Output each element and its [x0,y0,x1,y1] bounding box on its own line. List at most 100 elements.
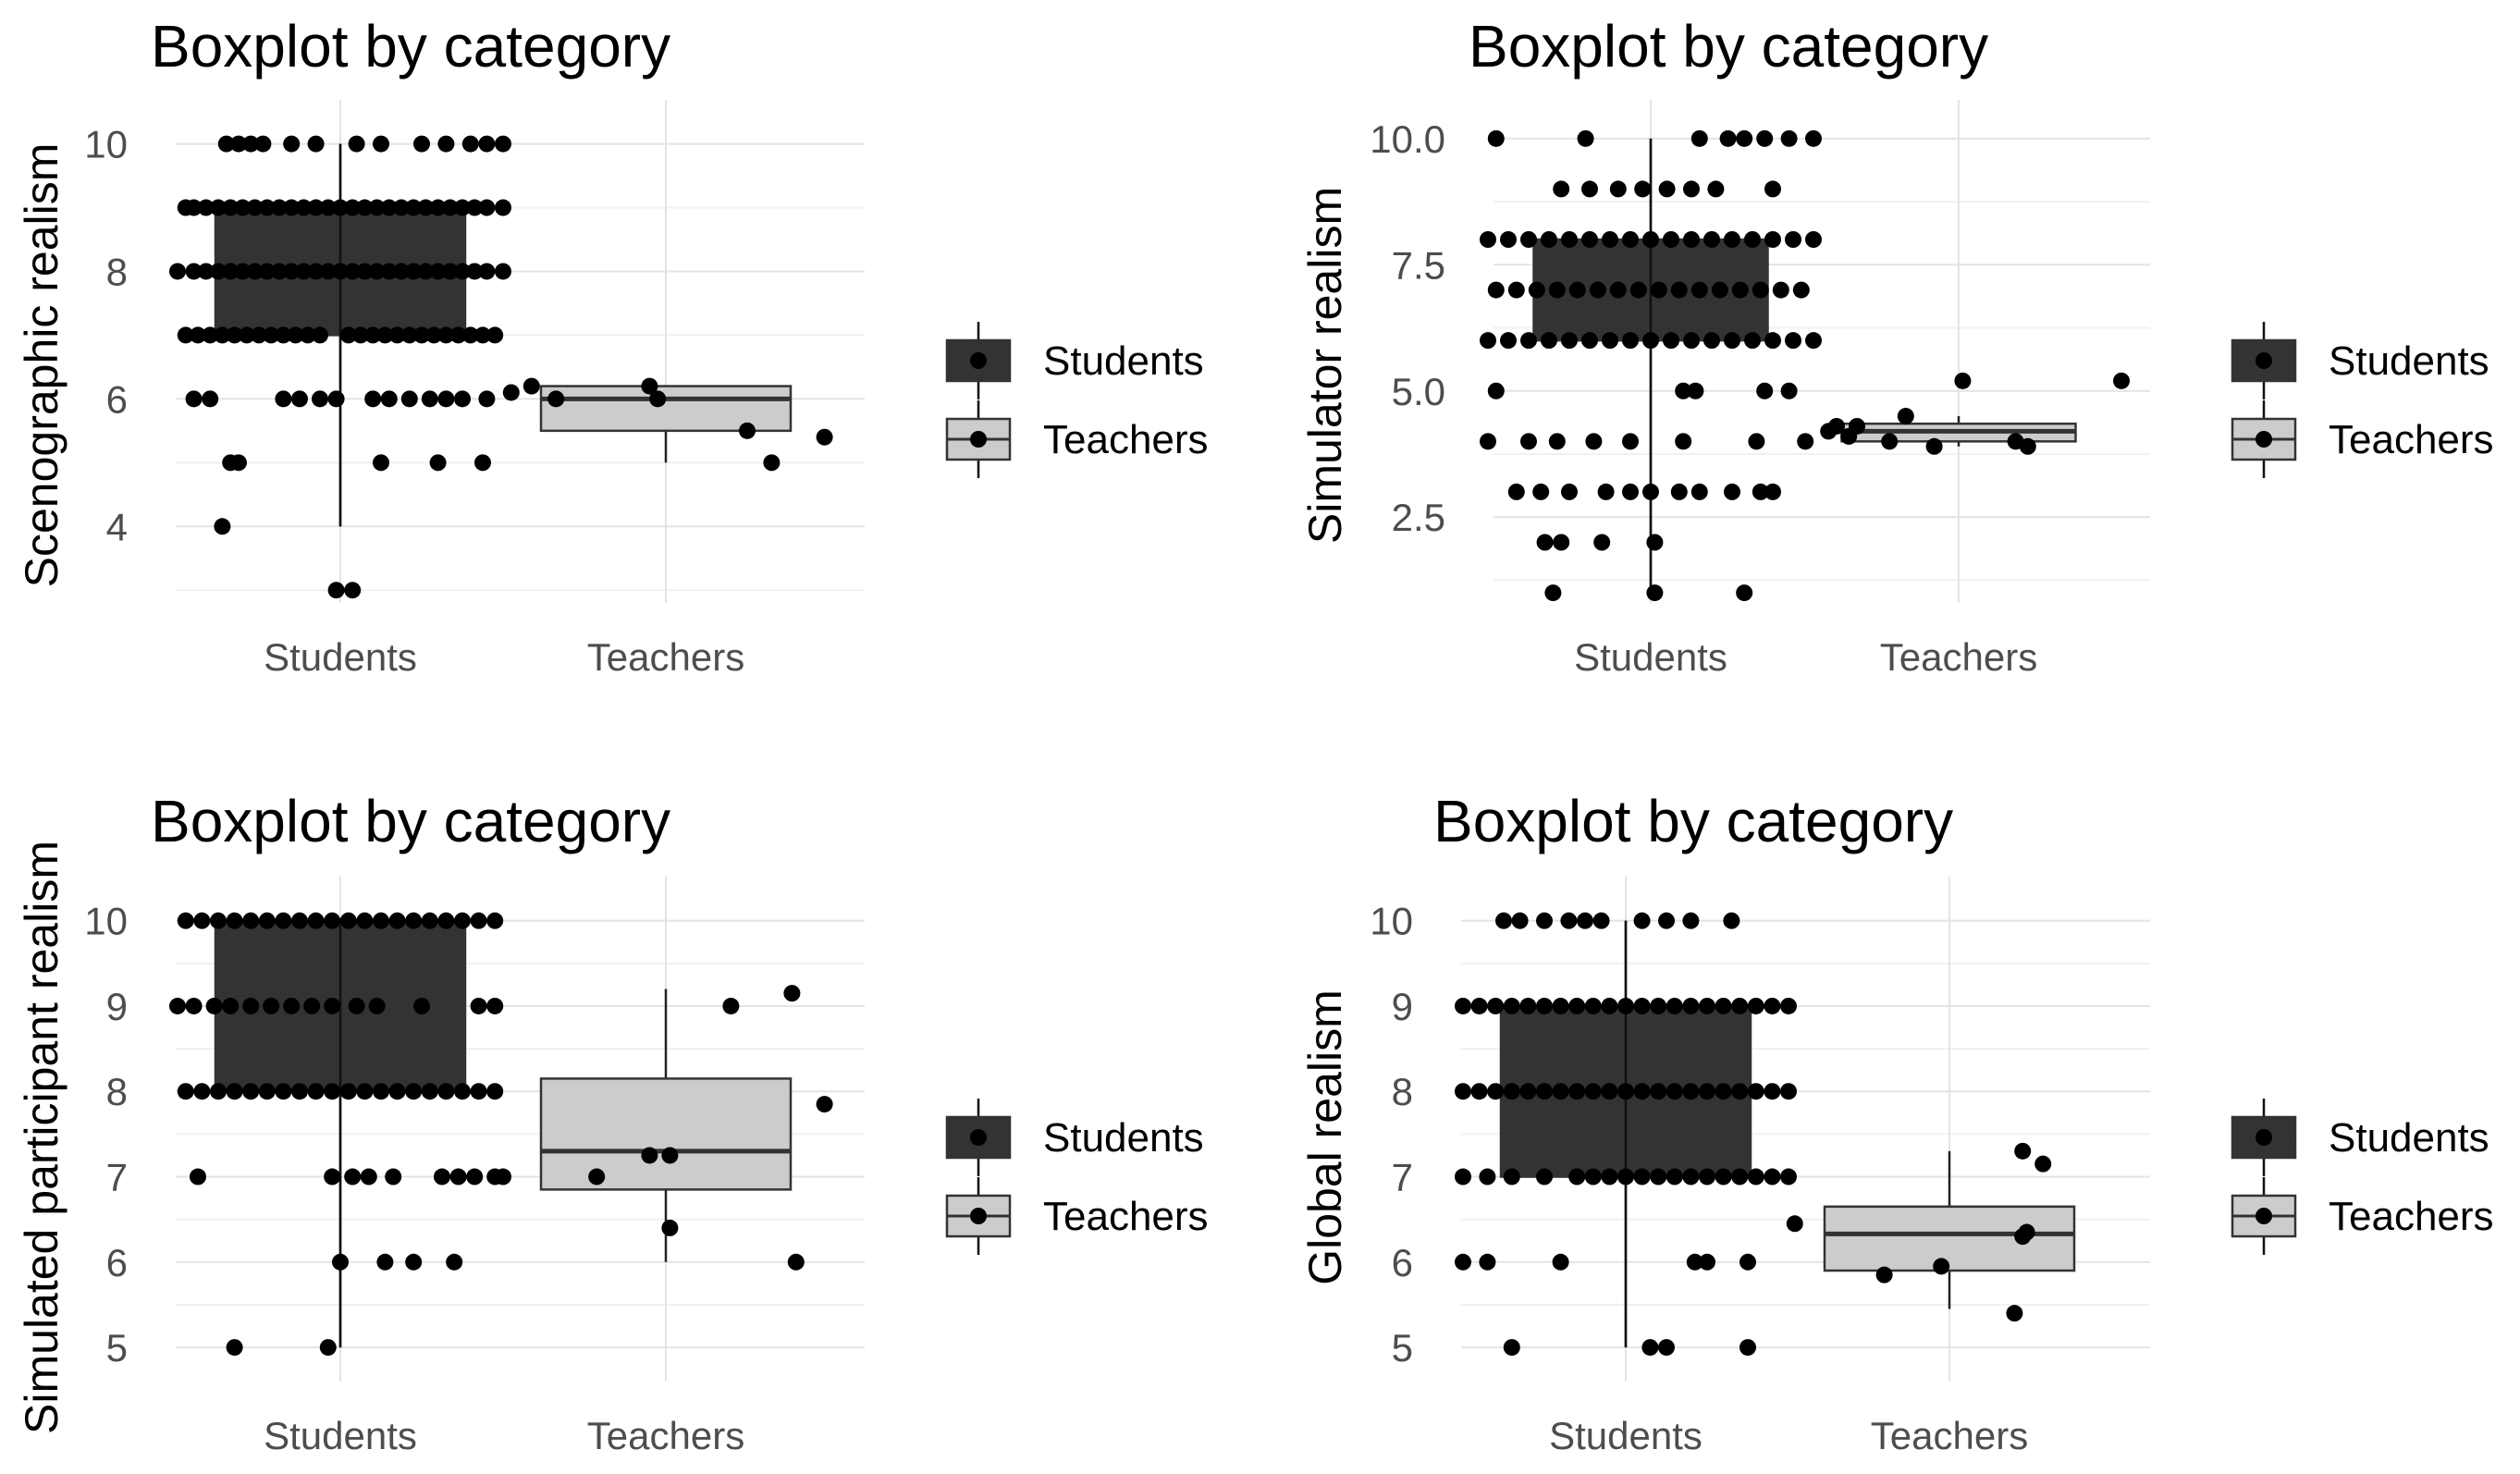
panel-2-data-point-teachers [1954,372,1972,389]
panel-2-data-point-students [1752,281,1769,299]
panel-3-box-teachers [539,1077,793,1191]
panel-1-data-point-students [254,135,272,153]
panel-1-data-point-students [405,199,423,216]
panel-1-data-point-students [454,263,471,280]
panel-1-data-point-students [332,199,349,216]
panel-1-data-point-students [344,263,362,280]
panel-2-ytick-label: 7.5 [1392,243,1445,287]
panel-4-data-point-students [1479,1168,1496,1185]
panel-2-data-point-students [1748,433,1765,450]
panel-1-data-point-students [454,199,471,216]
panel-2-data-point-students [1642,231,1659,248]
panel-2-data-point-students [1703,332,1720,350]
panel-1-data-point-students [275,326,292,344]
panel-1-data-point-teachers [649,390,667,408]
panel-1-data-point-students [238,326,255,344]
panel-3-data-point-students [242,997,260,1014]
panel-1-data-point-students [388,326,406,344]
panel-3-data-point-students [319,1339,337,1357]
panel-4-xtick-teachers: Teachers [1871,1414,2028,1457]
panel-2-data-point-students [1561,483,1578,500]
panel-4-ytick-label: 10 [1370,900,1413,943]
panel-4-data-point-students [1699,1168,1715,1185]
panel-1-data-point-students [299,326,316,344]
panel-4-data-point-teachers [1786,1215,1803,1233]
panel-1-data-point-students [495,263,511,280]
panel-2-data-point-students [1480,433,1496,450]
panel-3-data-point-students [177,1083,194,1100]
panel-4-data-point-students [1780,997,1797,1014]
panel-1-ylabel: Scenographic realism [16,143,68,588]
panel-2-data-point-students [1670,281,1688,299]
panel-1-data-point-students [486,326,504,344]
panel-1-data-point-students [312,326,328,344]
panel-3-data-point-students [388,1083,406,1100]
panel-2-data-point-students [1577,129,1594,147]
panel-1-data-point-students [425,326,443,344]
panel-4-xtick-students: Students [1549,1414,1703,1457]
panel-1-data-point-students [368,263,386,280]
panel-4-data-point-students [1592,912,1610,929]
panel-4-ylabel: Global realism [1299,989,1351,1285]
panel-3-data-point-students [303,997,321,1014]
panel-1-data-point-students [214,326,231,344]
panel-1-data-point-students [348,135,365,153]
panel-3-data-point-students [190,1168,206,1185]
panel-1-data-point-students [246,263,264,280]
panel-2-data-point-teachers [1881,433,1899,450]
panel-4-ytick-label: 5 [1392,1326,1413,1370]
panel-3-xtick-students: Students [264,1414,417,1457]
panel-2-data-point-students [1663,231,1679,248]
panel-4-data-point-students [1633,912,1651,929]
panel-1-data-point-students [271,199,288,216]
panel-2-data-point-students [1646,584,1664,602]
panel-4-data-point-students [1658,912,1675,929]
panel-1-data-point-students [283,263,301,280]
panel-1-data-point-students [461,135,479,153]
panel-1-data-point-students [368,199,386,216]
panel-3-data-point-students [291,1083,308,1100]
panel-2-legend-key-point-students [2256,352,2272,369]
panel-1-data-point-students [429,454,447,472]
panel-2-data-point-students [1568,281,1586,299]
panel-3-data-point-students [470,912,487,929]
panel-3-data-point-students [421,1083,438,1100]
panel-2-data-point-students [1597,483,1615,500]
panel-3-data-point-students [291,912,308,929]
panel-3-ytick-label: 8 [106,1070,128,1113]
panel-3-data-point-students [470,1083,487,1100]
panel-3-data-point-students [373,912,389,929]
panel-2-data-point-students [1487,382,1505,399]
panel-4-ytick-label: 7 [1392,1156,1413,1199]
panel-2-data-point-students [1805,332,1822,350]
panel-4-data-point-teachers [2014,1142,2032,1160]
panel-4-data-point-students [1682,1168,1700,1185]
panel-2-data-point-students [1585,433,1603,450]
panel-1-data-point-students [307,199,325,216]
panel-2-data-point-students [1561,332,1578,350]
panel-4-data-point-students [1455,1083,1471,1100]
panel-1-ytick-label: 10 [84,123,128,166]
panel-4-data-point-students [1699,997,1715,1014]
panel-1-data-point-students [405,263,423,280]
panel-1-data-point-students [197,199,215,216]
panel-1-data-point-teachers [547,390,565,408]
panel-2-legend-label-students: Students [2329,338,2489,384]
panel-1-data-point-teachers [763,454,781,472]
panel-4-data-point-students [1682,1083,1700,1100]
panel-1-data-point-students [283,199,301,216]
panel-3-data-point-students [373,1083,389,1100]
panel-2-data-point-students [1780,382,1798,399]
panel-2-data-point-students [1480,231,1496,248]
panel-3-data-point-teachers [641,1147,658,1164]
panel-2-data-point-students [1707,180,1725,198]
panel-2-data-point-students [1622,231,1639,248]
panel-1-data-point-students [190,326,206,344]
panel-1-data-point-students [295,199,313,216]
panel-2-data-point-students [1520,433,1537,450]
panel-2-data-point-students [1548,433,1566,450]
panel-4-data-point-students [1731,997,1749,1014]
panel-3-data-point-students [434,1168,450,1185]
panel-3-data-point-students [344,1168,362,1185]
panel-1-data-point-students [222,263,240,280]
